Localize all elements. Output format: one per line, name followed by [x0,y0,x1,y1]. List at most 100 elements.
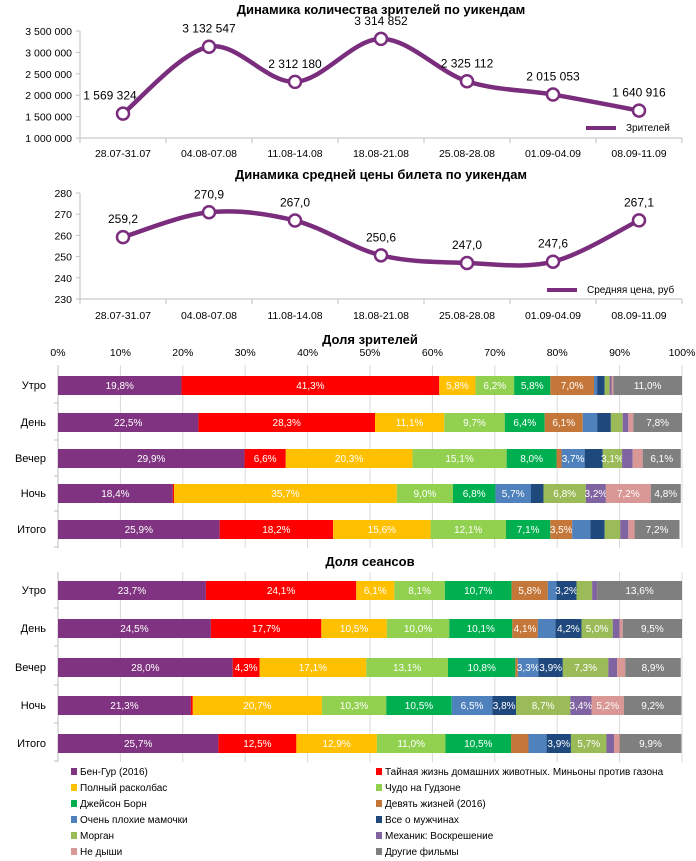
bar-data-label: 5,0% [586,624,609,635]
bar-segment [562,658,609,677]
legend-label: Механик: Воскрешение [385,831,494,842]
bar-segment [642,449,681,468]
bar-segment [58,376,182,395]
bar-data-label: 9,9% [639,739,662,750]
bar-data-label: 24,5% [120,624,148,635]
bar-data-label: 23,7% [118,586,146,597]
bar-segment [58,658,233,677]
data-label: 267,1 [624,195,654,209]
bar-data-label: 28,0% [131,663,159,674]
bar-segment [516,696,571,715]
bar-segment [244,449,286,468]
bar-data-label: 4,2% [557,624,580,635]
chart-title: Динамика средней цены билета по уикендам [235,167,527,182]
data-label: 3 314 852 [354,14,408,28]
legend-label: Не дыши [80,847,122,858]
bar-segment [617,658,626,677]
bar-segment [628,413,634,432]
legend-item: Механик: Воскрешение [376,831,494,842]
legend-item: Другие фильмы [376,846,459,858]
data-point-marker [287,74,303,90]
bar-segment [556,449,562,468]
legend-swatch [376,816,382,823]
bar-segment [444,581,512,600]
bar-segment [606,734,614,753]
bar-data-label: 6,1% [364,586,387,597]
bar-segment [386,619,450,638]
bar-data-label: 8,0% [520,454,543,465]
bar-segment [572,520,591,539]
bar-segment [613,376,682,395]
x-tick-label: 04.08-07.08 [181,310,237,322]
bar-data-label: 5,8% [518,586,541,597]
viewers-share-bar-chart: Доля зрителей 0% 10% 20% 30% 40% 50% 60% 70% 80% 9… [15,332,695,548]
bar-segment [296,734,377,753]
legend: Бен-Гур (2016) Тайная жизнь домашних живо… [71,767,664,858]
price-line-chart: Динамика средней цены билета по уикендам… [54,167,683,322]
bar-segment [623,696,682,715]
bar-segment [412,449,507,468]
bar-segment [613,734,620,753]
bar-data-label: 6,1% [552,418,575,429]
x-tick-label: 08.09-11.09 [611,310,666,322]
bar-data-label: 9,5% [641,624,664,635]
bar-segment [543,484,586,503]
bar-data-label: 3,7% [562,454,585,465]
chart-title: Доля сеансов [325,554,414,569]
bar-segment [546,734,571,753]
legend-label: Зрителей [626,123,670,134]
bar-segment [430,520,507,539]
bar-segment [609,376,612,395]
bar-segment [58,581,206,600]
data-label: 270,9 [194,187,224,201]
x-tick-label: 80% [547,347,568,359]
bar-segment [584,449,603,468]
category-label: Утро [22,380,46,392]
chart-title: Доля зрителей [322,332,418,347]
bar-data-label: 5,2% [596,701,619,712]
bar-segment [597,376,605,395]
bar-segment [232,658,260,677]
bar-segment [570,696,592,715]
x-tick-label: 04.08-07.08 [181,148,237,160]
bar-segment [448,658,516,677]
x-tick-label: 25.08-28.08 [439,148,495,160]
x-tick-label: 100% [669,347,696,359]
x-tick-label: 40% [297,347,318,359]
bar-segment [58,520,220,539]
bar-data-label: 7,0% [561,381,584,392]
data-point-marker [631,213,647,228]
bar-data-label: 12,1% [454,525,482,536]
bar-segment [608,658,618,677]
bar-data-label: 8,7% [532,701,555,712]
data-point-marker [459,255,475,271]
bar-segment [58,413,199,432]
bar-data-label: 4,3% [235,663,258,674]
bar-segment [205,581,357,600]
bar-data-label: 5,7% [577,739,600,750]
bar-data-label: 7,8% [646,418,669,429]
bar-segment [619,734,682,753]
bar-data-label: 20,3% [335,454,363,465]
bar-segment [449,619,513,638]
bar-data-label: 20,7% [243,701,271,712]
bar-segment [597,413,611,432]
legend-item: Тайная жизнь домашних животных. Миньоны … [376,767,664,778]
bar-segment [394,581,445,600]
bar-data-label: 15,1% [445,454,473,465]
bar-data-label: 7,2% [617,489,640,500]
data-point-marker [373,31,389,47]
y-tick-label: 2 000 000 [25,90,72,102]
bar-segment [625,658,681,677]
data-point-marker [287,213,303,228]
bar-segment [386,696,452,715]
data-label: 1 640 916 [612,86,666,100]
bar-segment [582,413,598,432]
bar-segment [547,581,557,600]
legend-label: Морган [80,831,114,842]
data-label: 250,6 [366,230,396,244]
bar-segment [585,484,606,503]
data-label: 2 312 180 [268,57,322,71]
data-label: 247,0 [452,238,482,252]
legend-swatch [71,784,77,791]
